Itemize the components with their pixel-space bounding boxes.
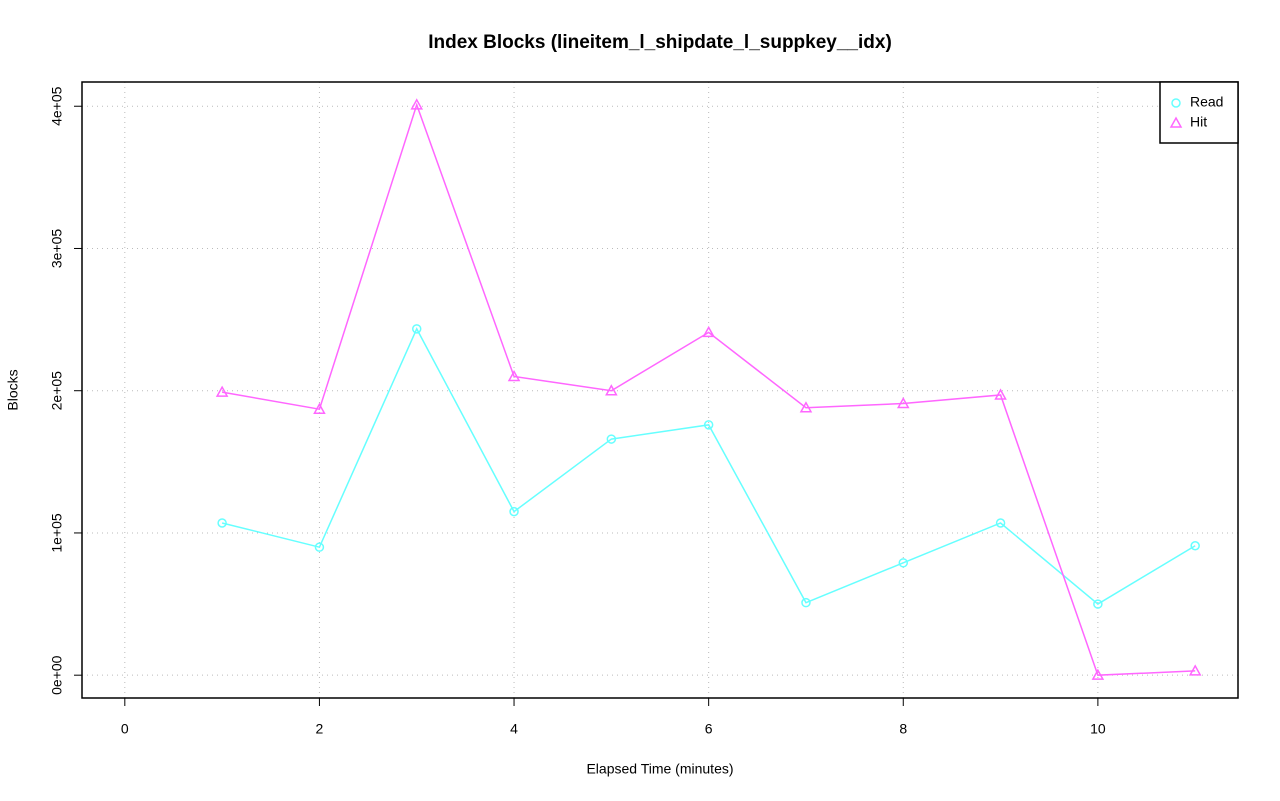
y-tick-label: 3e+05 [49, 229, 65, 269]
x-axis-label: Elapsed Time (minutes) [586, 761, 733, 777]
y-tick-label: 4e+05 [49, 86, 65, 126]
marker [215, 385, 229, 397]
x-tick-label: 8 [899, 721, 907, 737]
marker [799, 401, 813, 413]
legend-label: Hit [1190, 114, 1207, 130]
marker [896, 396, 910, 409]
marker [1190, 540, 1200, 551]
marker [509, 506, 519, 517]
marker [507, 369, 521, 382]
x-tick-label: 10 [1090, 721, 1106, 737]
marker [217, 518, 227, 528]
plot-frame [81, 81, 1239, 699]
marker [703, 420, 714, 430]
series-line [221, 102, 1196, 676]
marker [1093, 599, 1103, 609]
marker [898, 558, 909, 568]
legend-label: Read [1190, 94, 1223, 110]
marker [995, 518, 1006, 528]
y-tick-label: 1e+05 [49, 513, 65, 553]
y-tick-label: 2e+05 [49, 371, 65, 411]
marker [313, 402, 326, 414]
marker [605, 384, 618, 396]
x-tick-label: 0 [121, 721, 129, 737]
y-axis-label: Blocks [5, 369, 21, 410]
marker [411, 324, 422, 334]
marker [702, 325, 715, 338]
marker [410, 98, 424, 110]
marker [1188, 664, 1202, 676]
y-tick-label: 0e+00 [49, 655, 65, 695]
marker [1169, 116, 1183, 128]
marker [994, 388, 1007, 400]
x-tick-label: 4 [510, 721, 518, 737]
marker [801, 597, 811, 608]
x-tick-label: 6 [705, 721, 713, 737]
marker [314, 542, 325, 552]
marker [1091, 668, 1105, 680]
x-tick-label: 2 [316, 721, 324, 737]
chart-title: Index Blocks (lineitem_l_shipdate_l_supp… [428, 32, 892, 53]
marker [606, 434, 617, 444]
marker [1171, 98, 1181, 108]
legend-box [1159, 81, 1239, 144]
series-line [221, 327, 1196, 605]
